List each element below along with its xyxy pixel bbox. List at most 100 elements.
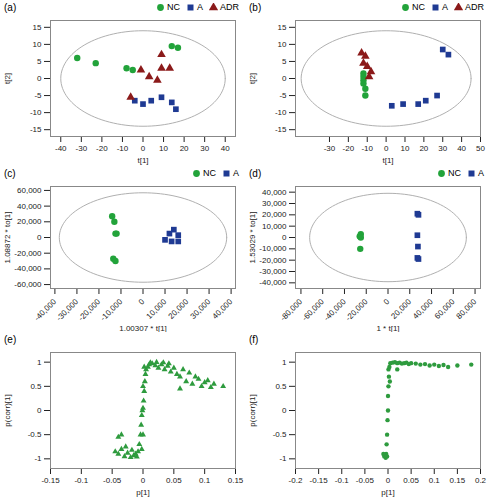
svg-text:1 * t[1]: 1 * t[1]: [376, 324, 399, 333]
svg-text:-20: -20: [343, 144, 355, 153]
svg-text:20,000: 20,000: [262, 210, 287, 219]
svg-text:-10,000: -10,000: [259, 244, 287, 253]
svg-text:20,000: 20,000: [17, 217, 42, 226]
svg-text:30: 30: [438, 144, 447, 153]
svg-text:-60,000: -60,000: [14, 280, 42, 289]
svg-text:50: 50: [476, 144, 485, 153]
svg-text:5: 5: [37, 57, 42, 66]
svg-text:-20,000: -20,000: [14, 249, 42, 258]
svg-text:-20: -20: [96, 144, 108, 153]
svg-text:10,000: 10,000: [145, 297, 169, 321]
svg-text:10: 10: [33, 40, 42, 49]
svg-text:-0.1: -0.1: [74, 476, 88, 485]
svg-text:-0.15: -0.15: [310, 476, 329, 485]
svg-text:t[2]: t[2]: [248, 73, 257, 84]
svg-text:-0.2: -0.2: [289, 476, 303, 485]
svg-text:20: 20: [180, 144, 189, 153]
svg-text:60,000: 60,000: [17, 186, 42, 195]
svg-text:0: 0: [282, 233, 287, 242]
svg-text:0: 0: [37, 406, 42, 415]
svg-text:p(corr)[1]: p(corr)[1]: [248, 394, 257, 426]
svg-text:40: 40: [457, 144, 466, 153]
svg-text:40,000: 40,000: [211, 297, 235, 321]
svg-text:-0.15: -0.15: [41, 476, 60, 485]
svg-text:-0.5: -0.5: [28, 430, 42, 439]
svg-text:10: 10: [159, 144, 168, 153]
svg-text:1: 1: [282, 358, 287, 367]
svg-text:1: 1: [37, 358, 42, 367]
svg-text:0.15: 0.15: [450, 476, 466, 485]
svg-text:-40,000: -40,000: [259, 278, 287, 287]
svg-text:0.2: 0.2: [475, 476, 487, 485]
svg-text:-20,000: -20,000: [344, 297, 370, 323]
svg-text:0: 0: [141, 144, 146, 153]
svg-text:-60,000: -60,000: [300, 297, 326, 323]
svg-text:-1: -1: [279, 454, 287, 463]
svg-text:0.1: 0.1: [429, 476, 441, 485]
svg-text:1.53029 * to[1]: 1.53029 * to[1]: [248, 211, 257, 263]
svg-text:-10: -10: [275, 108, 287, 117]
svg-text:-5: -5: [279, 91, 287, 100]
svg-text:-30: -30: [76, 144, 88, 153]
svg-text:0: 0: [137, 297, 147, 307]
svg-text:30: 30: [200, 144, 209, 153]
svg-text:15: 15: [33, 23, 42, 32]
svg-text:5: 5: [282, 57, 287, 66]
svg-text:60,000: 60,000: [433, 297, 457, 321]
svg-text:-40,000: -40,000: [33, 297, 59, 323]
svg-text:-30,000: -30,000: [55, 297, 81, 323]
svg-text:-15: -15: [30, 125, 42, 134]
svg-text:0.1: 0.1: [199, 476, 211, 485]
svg-text:0.05: 0.05: [403, 476, 419, 485]
svg-text:15: 15: [278, 23, 287, 32]
svg-text:1.08872 * to[1]: 1.08872 * to[1]: [3, 211, 12, 263]
svg-text:0.05: 0.05: [166, 476, 182, 485]
svg-text:30,000: 30,000: [262, 199, 287, 208]
svg-text:p[1]: p[1]: [381, 488, 394, 497]
svg-text:-30: -30: [324, 144, 336, 153]
svg-text:20,000: 20,000: [389, 297, 413, 321]
svg-text:-80,000: -80,000: [279, 297, 305, 323]
svg-text:40,000: 40,000: [411, 297, 435, 321]
svg-text:10,000: 10,000: [262, 222, 287, 231]
svg-text:-10: -10: [361, 144, 373, 153]
svg-text:-20,000: -20,000: [77, 297, 103, 323]
svg-text:-15: -15: [275, 125, 287, 134]
svg-text:t[2]: t[2]: [3, 73, 12, 84]
svg-text:-0.05: -0.05: [103, 476, 122, 485]
svg-text:p(corr)[1]: p(corr)[1]: [3, 394, 12, 426]
svg-text:40,000: 40,000: [262, 188, 287, 197]
svg-text:t[1]: t[1]: [382, 156, 393, 165]
svg-text:0: 0: [37, 74, 42, 83]
svg-text:-1: -1: [34, 454, 42, 463]
svg-text:80,000: 80,000: [455, 297, 479, 321]
svg-text:-0.1: -0.1: [335, 476, 349, 485]
svg-text:-0.05: -0.05: [356, 476, 375, 485]
svg-text:0.15: 0.15: [228, 476, 244, 485]
svg-text:0: 0: [386, 476, 391, 485]
svg-text:30,000: 30,000: [189, 297, 213, 321]
svg-text:0: 0: [282, 74, 287, 83]
svg-text:0: 0: [37, 233, 42, 242]
svg-text:-10,000: -10,000: [99, 297, 125, 323]
svg-text:10: 10: [401, 144, 410, 153]
svg-text:0: 0: [384, 144, 389, 153]
svg-text:-40: -40: [55, 144, 67, 153]
svg-text:-10: -10: [30, 108, 42, 117]
svg-text:0.5: 0.5: [275, 382, 287, 391]
svg-text:20: 20: [419, 144, 428, 153]
svg-text:p[1]: p[1]: [136, 488, 149, 497]
svg-text:-5: -5: [34, 91, 42, 100]
svg-text:0: 0: [141, 476, 146, 485]
svg-text:-10: -10: [117, 144, 129, 153]
svg-text:40: 40: [221, 144, 230, 153]
svg-text:1.00307 * t[1]: 1.00307 * t[1]: [119, 324, 167, 333]
svg-text:-30,000: -30,000: [259, 267, 287, 276]
svg-text:-40,000: -40,000: [14, 264, 42, 273]
svg-text:10: 10: [278, 40, 287, 49]
svg-text:t[1]: t[1]: [137, 156, 148, 165]
svg-text:0: 0: [282, 406, 287, 415]
svg-text:-0.5: -0.5: [273, 430, 287, 439]
svg-text:40,000: 40,000: [17, 202, 42, 211]
svg-text:0.5: 0.5: [30, 382, 42, 391]
